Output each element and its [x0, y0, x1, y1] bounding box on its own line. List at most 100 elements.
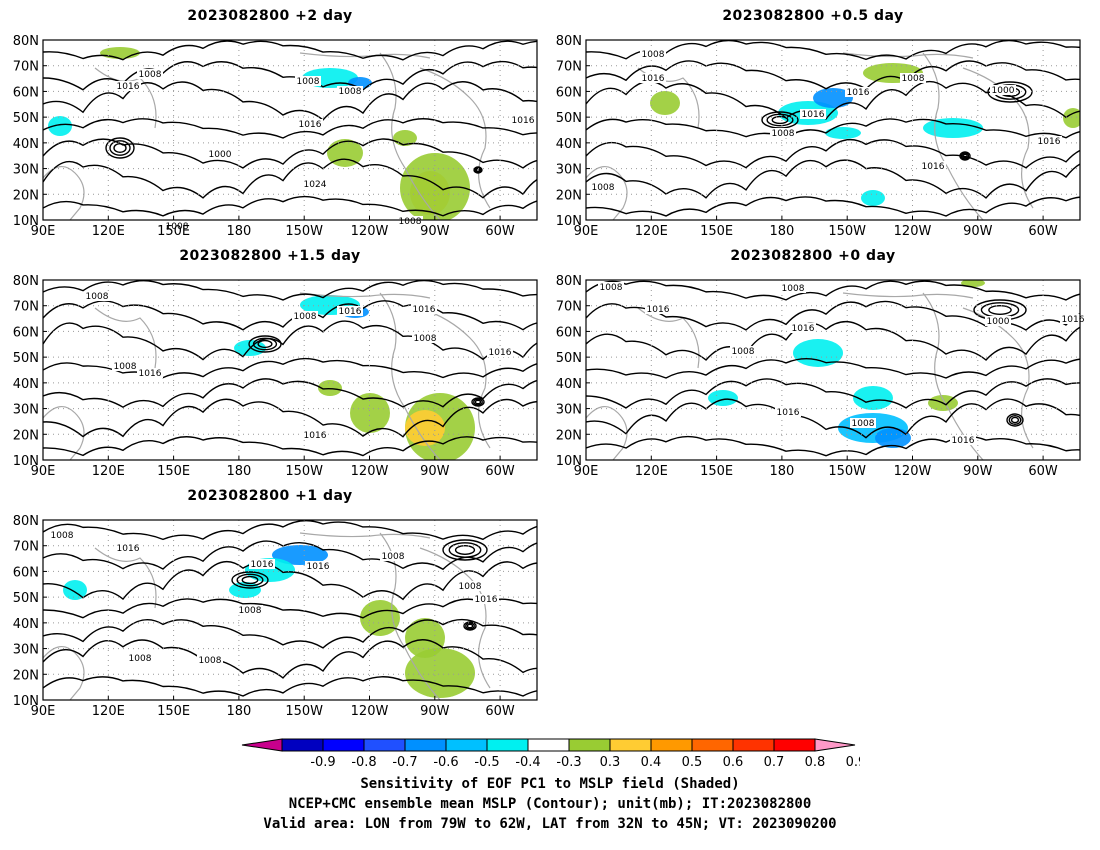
lon-tick-label: 90W [420, 464, 450, 479]
lon-tick-label: 150E [157, 704, 190, 719]
sensitivity-shading [400, 153, 470, 220]
contour-label-bg [985, 316, 1011, 326]
isobar-contour [586, 196, 1080, 217]
contour-label-bg [249, 559, 275, 569]
contour-label-bg [1060, 314, 1086, 324]
pressure-center-contour [471, 397, 485, 407]
contour-label-bg [1036, 136, 1062, 146]
sensitivity-shading [48, 116, 72, 136]
isobar-contour [586, 320, 1080, 361]
colorbar-segment [568, 738, 611, 752]
lat-tick-label: 20N [13, 428, 39, 443]
contour-label: 1016 [847, 88, 870, 98]
sensitivity-shading [875, 428, 911, 448]
plot-frame [42, 39, 538, 221]
colorbar-tick-label: -0.7 [392, 755, 417, 770]
lon-tick-label: 90W [420, 704, 450, 719]
colorbar-segment [773, 738, 816, 752]
isobar-contour [43, 560, 537, 601]
isobar-contour [43, 618, 537, 649]
pressure-center-contour [1006, 413, 1024, 427]
contour-label: 1000 [987, 317, 1010, 327]
isobar-contour [43, 436, 537, 457]
lon-tick-label: 90E [574, 224, 599, 239]
contour-label: 1016 [475, 595, 498, 605]
contour-label-bg [487, 347, 513, 357]
contour-label: 1008 [782, 284, 805, 294]
plot-frame [42, 519, 538, 701]
map-plot: 1008 1016 1008 1016 1008 1000 1016 1016 1008 1016… [556, 274, 1086, 479]
lon-tick-label: 150W [285, 464, 323, 479]
contour-label-bg [412, 333, 438, 343]
map-panel-plus-0-day: 2023082800 +0 day 1008 1016 1008 1016 1008 10… [543, 248, 1086, 479]
lat-tick-label: 30N [13, 403, 39, 418]
contour-label: 1016 [139, 369, 162, 379]
lon-tick-label: 60W [485, 224, 515, 239]
lat-tick-label: 10N [13, 454, 39, 469]
contour-label: 1016 [512, 116, 535, 126]
lat-tick-label: 40N [556, 137, 582, 152]
colorbar-tick-label: 0.7 [764, 755, 785, 770]
isobar-contour [586, 40, 1080, 61]
isobar-contour [586, 435, 1080, 457]
colorbar-segment [650, 738, 693, 752]
lat-tick-label: 10N [13, 694, 39, 709]
isobar-contour [43, 300, 537, 331]
isobar-contour [43, 357, 537, 379]
colorbar-tick-label: 0.8 [805, 755, 826, 770]
lat-tick-label: 50N [13, 591, 39, 606]
pressure-center-contour [1010, 416, 1020, 424]
contour-label: 1016 [802, 110, 825, 120]
pressure-center-contour [766, 113, 794, 127]
lon-tick-label: 60W [1028, 224, 1058, 239]
lat-tick-label: 40N [13, 137, 39, 152]
lat-tick-label: 20N [13, 188, 39, 203]
lat-tick-label: 50N [13, 351, 39, 366]
contour-label: 1016 [251, 560, 274, 570]
lon-tick-label: 90E [574, 464, 599, 479]
map-plot: 1008 1016 1008 1008 1016 1000 1016 1024 1008 1008… [13, 34, 538, 239]
sensitivity-shading [360, 600, 400, 636]
pressure-center-contour [959, 151, 971, 161]
lon-tick-label: 150W [828, 464, 866, 479]
contour-label: 1008 [51, 531, 74, 541]
contour-label: 1008 [166, 222, 189, 232]
sensitivity-shading [100, 47, 140, 59]
pressure-center-contour [113, 143, 127, 153]
pressure-center-contour [988, 305, 1012, 315]
contour-label-bg [137, 69, 163, 79]
contour-label: 1016 [1038, 137, 1061, 147]
contour-label-bg [598, 282, 624, 292]
lat-tick-label: 60N [556, 85, 582, 100]
lat-tick-label: 30N [556, 163, 582, 178]
pressure-center-contour [448, 542, 482, 558]
lat-tick-label: 80N [13, 274, 39, 289]
colorbar-tick-label: 0.6 [723, 755, 744, 770]
colorbar-tick-label: 0.3 [600, 755, 621, 770]
contour-label: 1008 [297, 77, 320, 87]
sensitivity-shading [405, 618, 445, 658]
pressure-center-contour [474, 167, 482, 173]
caption-line-2: NCEP+CMC ensemble mean MSLP (Contour); u… [288, 796, 812, 812]
lon-tick-label: 90E [31, 464, 56, 479]
isobar-contour [43, 60, 537, 91]
isobar-contour [586, 378, 1080, 409]
colorbar-segment [486, 738, 529, 752]
pressure-center-contour [1008, 415, 1022, 425]
isobar-contour [43, 138, 537, 169]
sensitivity-shading [405, 410, 445, 446]
isobar-contour [43, 118, 537, 139]
isobar-contour [43, 676, 537, 697]
lon-tick-label: 120E [92, 704, 125, 719]
lat-tick-label: 40N [13, 617, 39, 632]
contour-label: 1016 [647, 305, 670, 315]
map-panel-plus-1-day: 2023082800 +1 day 1008 1016 1016 1016 1008 10… [0, 488, 540, 719]
lat-tick-label: 50N [13, 111, 39, 126]
contour-label: 1016 [299, 120, 322, 130]
lon-tick-label: 90E [31, 704, 56, 719]
coastline [299, 292, 431, 299]
lon-tick-label: 120E [92, 464, 125, 479]
lon-tick-label: 150W [285, 704, 323, 719]
contour-label-bg [337, 306, 363, 316]
